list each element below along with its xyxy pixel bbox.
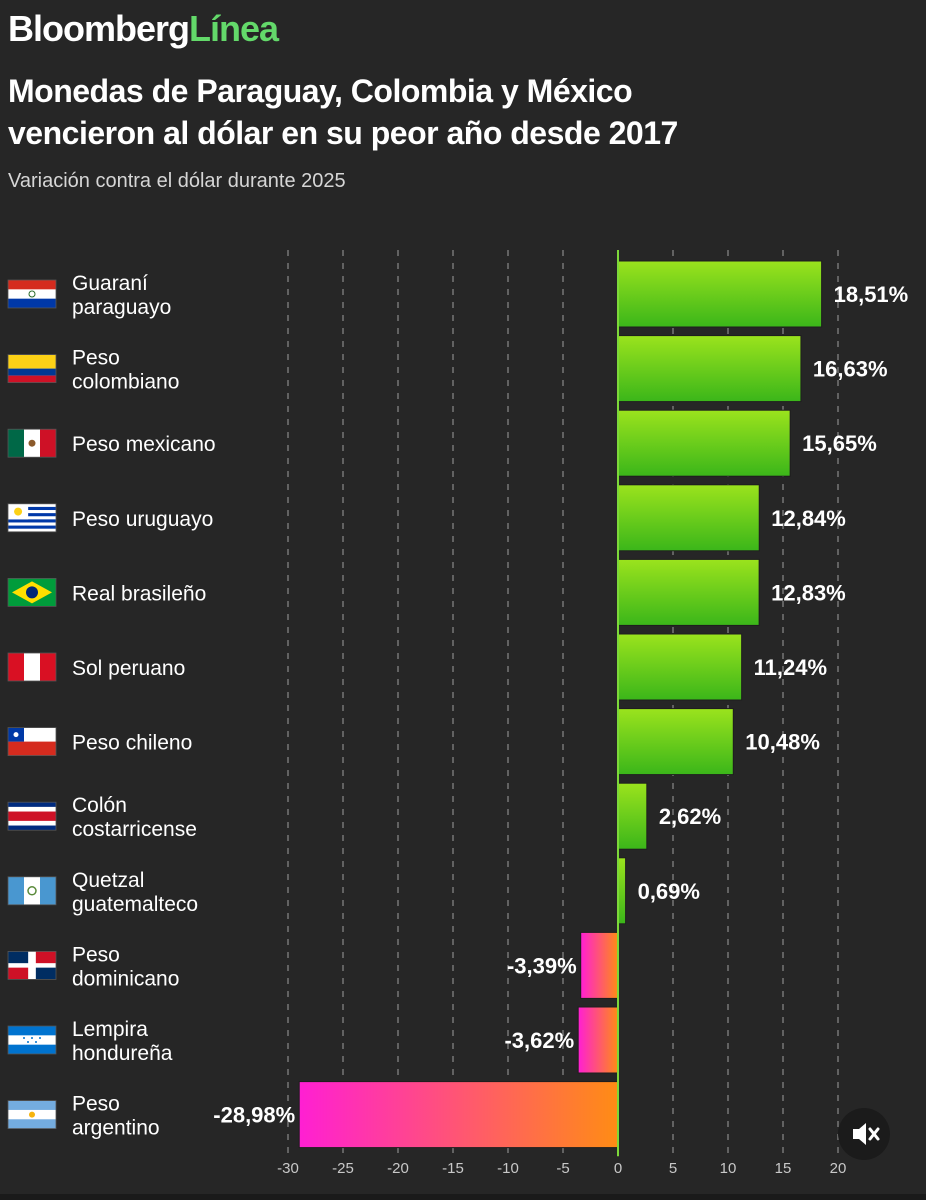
bar	[617, 782, 648, 850]
bar	[617, 335, 802, 403]
value-label: 16,63%	[813, 357, 888, 382]
value-label: 0,69%	[638, 879, 700, 904]
category-label: Peso uruguayo	[72, 508, 213, 531]
x-tick-label: 0	[614, 1160, 622, 1177]
category-label: Peso chileno	[72, 732, 192, 755]
category-label: Peso argentino	[72, 1093, 160, 1140]
x-tick-label: 20	[830, 1160, 847, 1177]
value-label: 18,51%	[834, 282, 909, 307]
category-label: Guaraní paraguayo	[72, 272, 171, 319]
x-tick-label: -25	[332, 1160, 354, 1177]
chile-flag	[7, 727, 57, 756]
x-tick-label: -30	[277, 1160, 299, 1177]
category-label: Colón costarricense	[72, 794, 197, 841]
bar	[617, 633, 743, 701]
bar	[617, 409, 791, 477]
guatemala-flag	[7, 876, 57, 906]
value-label: 12,84%	[771, 506, 846, 531]
value-label: 11,24%	[754, 655, 827, 680]
x-tick-label: 5	[669, 1160, 677, 1177]
paraguay-flag	[7, 279, 57, 309]
colombia-flag	[7, 354, 57, 384]
x-tick-label: 10	[720, 1160, 737, 1177]
value-label: -28,98%	[213, 1103, 295, 1128]
bar	[617, 558, 760, 626]
bar	[298, 1081, 619, 1149]
value-label: 15,65%	[802, 431, 877, 456]
value-label: -3,62%	[504, 1028, 574, 1053]
dominican-republic-flag	[7, 951, 57, 980]
value-label: 10,48%	[745, 730, 820, 755]
x-tick-label: -20	[387, 1160, 409, 1177]
category-label: Peso mexicano	[72, 433, 216, 456]
bar	[617, 484, 760, 552]
speaker-muted-icon	[853, 1123, 880, 1145]
peru-flag	[7, 652, 57, 682]
value-label: 12,83%	[771, 580, 846, 605]
value-label: 2,62%	[659, 804, 721, 829]
costa-rica-flag	[7, 801, 57, 831]
value-label: -3,39%	[507, 953, 577, 978]
category-label: Peso colombiano	[72, 347, 179, 394]
bar	[617, 857, 627, 925]
brand-main: Bloomberg	[8, 8, 190, 49]
bar	[617, 260, 823, 328]
category-label: Quetzal guatemalteco	[72, 869, 198, 916]
honduras-flag	[7, 1025, 57, 1055]
bar	[580, 931, 619, 999]
argentina-flag	[7, 1100, 57, 1129]
chart-title: Monedas de Paraguay, Colombia y México v…	[8, 70, 908, 154]
title-line-1: Monedas de Paraguay, Colombia y México	[8, 73, 633, 109]
category-label: Peso dominicano	[72, 943, 179, 990]
category-label: Lempira hondureña	[72, 1018, 173, 1065]
brand-logo: BloombergLínea	[8, 8, 279, 50]
x-tick-label: -10	[497, 1160, 519, 1177]
title-line-2: vencieron al dólar en su peor año desde …	[8, 115, 678, 151]
category-label: Sol peruano	[72, 657, 185, 680]
bar	[617, 708, 734, 776]
x-tick-label: 15	[775, 1160, 792, 1177]
bottom-edge	[0, 1194, 926, 1200]
category-label: Real brasileño	[72, 582, 206, 605]
uruguay-flag	[7, 503, 57, 533]
x-tick-label: -5	[556, 1160, 569, 1177]
mute-button[interactable]	[838, 1108, 890, 1160]
chart-subtitle: Variación contra el dólar durante 2025	[8, 170, 346, 192]
mexico-flag	[7, 428, 57, 458]
x-tick-label: -15	[442, 1160, 464, 1177]
bar	[577, 1006, 619, 1074]
brand-accent: Línea	[189, 8, 279, 49]
brazil-flag	[7, 578, 57, 607]
